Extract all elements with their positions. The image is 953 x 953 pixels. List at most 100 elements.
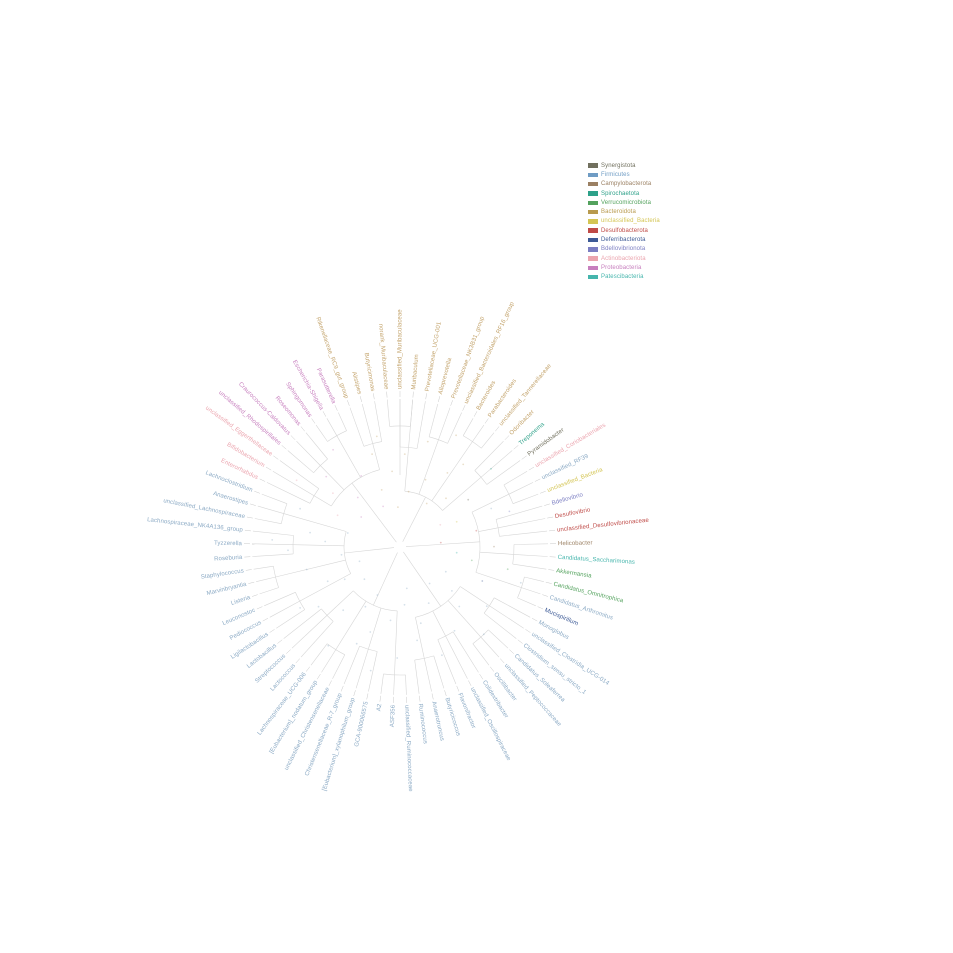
leaf-label: Tyzzerella (214, 541, 243, 548)
tree-branch (405, 674, 407, 695)
taxa-abundance-dot (332, 492, 334, 495)
taxa-abundance-dot (355, 642, 358, 645)
tree-branch (548, 569, 555, 571)
legend: Synergistota Firmicutes Campylobacterota Sp… (588, 161, 660, 282)
tree-branch-arc (295, 592, 305, 610)
tree-branch (410, 497, 426, 526)
leaf-label: A2 (376, 703, 383, 712)
legend-item: unclassified_Bacteria (588, 217, 660, 226)
tree-branch (347, 400, 350, 406)
tree-branch (474, 440, 504, 471)
tree-branch (504, 435, 510, 440)
taxa-abundance-dot (305, 568, 308, 571)
leaf-label: unclassified_Desulfovibrionaceae (557, 518, 650, 534)
tree-branch (483, 612, 517, 639)
leaf-label: Flavonifractor (456, 692, 476, 729)
taxa-abundance-dot (332, 448, 334, 451)
tree-branch (456, 685, 460, 692)
tree-branch (286, 649, 291, 654)
tree-branch (549, 529, 556, 532)
taxa-abundance-dot (360, 516, 363, 518)
tree-branch (447, 412, 462, 444)
tree-branch (256, 576, 276, 582)
taxa-abundance-dot (343, 578, 346, 581)
taxa-abundance-dot (369, 631, 372, 633)
taxa-abundance-dot (375, 435, 378, 438)
legend-item: Bacteroidota (588, 207, 660, 216)
legend-swatch (588, 256, 598, 261)
tree-branch (315, 424, 328, 442)
tree-branch (322, 411, 327, 417)
tree-branch (300, 426, 305, 432)
taxa-abundance-dot (325, 475, 328, 478)
tree-branch (521, 587, 541, 595)
taxa-abundance-dot (427, 602, 430, 604)
tree-branch (275, 559, 346, 578)
tree-branch (480, 636, 500, 658)
legend-item: Spirochaetota (588, 189, 660, 198)
legend-swatch (588, 247, 598, 252)
tree-branch (494, 597, 531, 618)
taxa-abundance-dot (396, 657, 399, 659)
leaf-label: [Eubacterium]_xylanophilum_group (322, 697, 357, 792)
tree-branch (416, 401, 426, 449)
tree-branch (299, 573, 351, 602)
tree-branch (517, 597, 536, 607)
tree-branch (517, 639, 523, 644)
tree-branch (252, 594, 258, 597)
tree-branch (351, 482, 386, 528)
tree-branch-arc (472, 629, 489, 644)
tree-branch (257, 505, 284, 514)
legend-label: Bacteroidota (601, 209, 636, 216)
tree-branch (478, 527, 499, 532)
tree-branch (437, 639, 457, 685)
legend-swatch (588, 163, 598, 168)
tree-branch (320, 465, 345, 491)
tree-branch (253, 565, 274, 570)
tree-branch (418, 439, 439, 495)
tree-branch (373, 393, 375, 400)
legend-swatch (588, 228, 598, 233)
tree-branch (372, 443, 380, 470)
tree-branch (412, 391, 414, 398)
taxa-abundance-dot (295, 479, 298, 482)
leaf-label: Butyricicoccus (443, 697, 461, 737)
leaf-label: Roseburia (214, 555, 243, 563)
inner-taxa-dots (271, 434, 522, 672)
leaf-label: Prevotellaceae_NK3B31_group (451, 315, 486, 399)
taxa-abundance-dot (376, 594, 379, 596)
legend-label: Campylobacterota (601, 181, 652, 188)
tree-branch (380, 673, 384, 694)
taxa-abundance-dot (342, 609, 345, 612)
legend-item: Actinobacteriota (588, 254, 660, 263)
leaf-label: Listeria (230, 595, 252, 607)
legend-label: Proteobacteria (601, 264, 642, 271)
tree-branch (472, 643, 490, 666)
tree-branch (269, 629, 275, 633)
tree-branch (326, 418, 338, 436)
tree-branch (433, 655, 445, 689)
tree-branch (311, 418, 316, 424)
tree-branch (442, 476, 482, 511)
tree-branch (509, 649, 514, 654)
taxa-abundance-dot (271, 539, 274, 541)
taxa-abundance-dot (470, 559, 473, 562)
legend-item: Proteobacteria (588, 263, 660, 272)
taxa-abundance-dot (369, 669, 372, 672)
tree-branch-arc (437, 631, 454, 640)
leaf-label: Candidatus_Saccharimonas (557, 555, 635, 566)
leaf-label: Akkermansia (556, 568, 593, 579)
legend-item: Verrucomicrobiota (588, 198, 660, 207)
tree-branch (419, 695, 421, 702)
tree-branch (305, 432, 328, 460)
legend-swatch (588, 181, 598, 187)
tree-branch (248, 581, 255, 584)
tree-branch (471, 493, 510, 513)
tree-branch (528, 466, 535, 471)
tree-branch (368, 608, 382, 650)
tree-branch (386, 391, 388, 398)
tree-branch (544, 503, 550, 506)
tree-branch (254, 518, 282, 524)
taxa-abundance-dot (490, 467, 492, 470)
tree-branch (534, 478, 541, 482)
